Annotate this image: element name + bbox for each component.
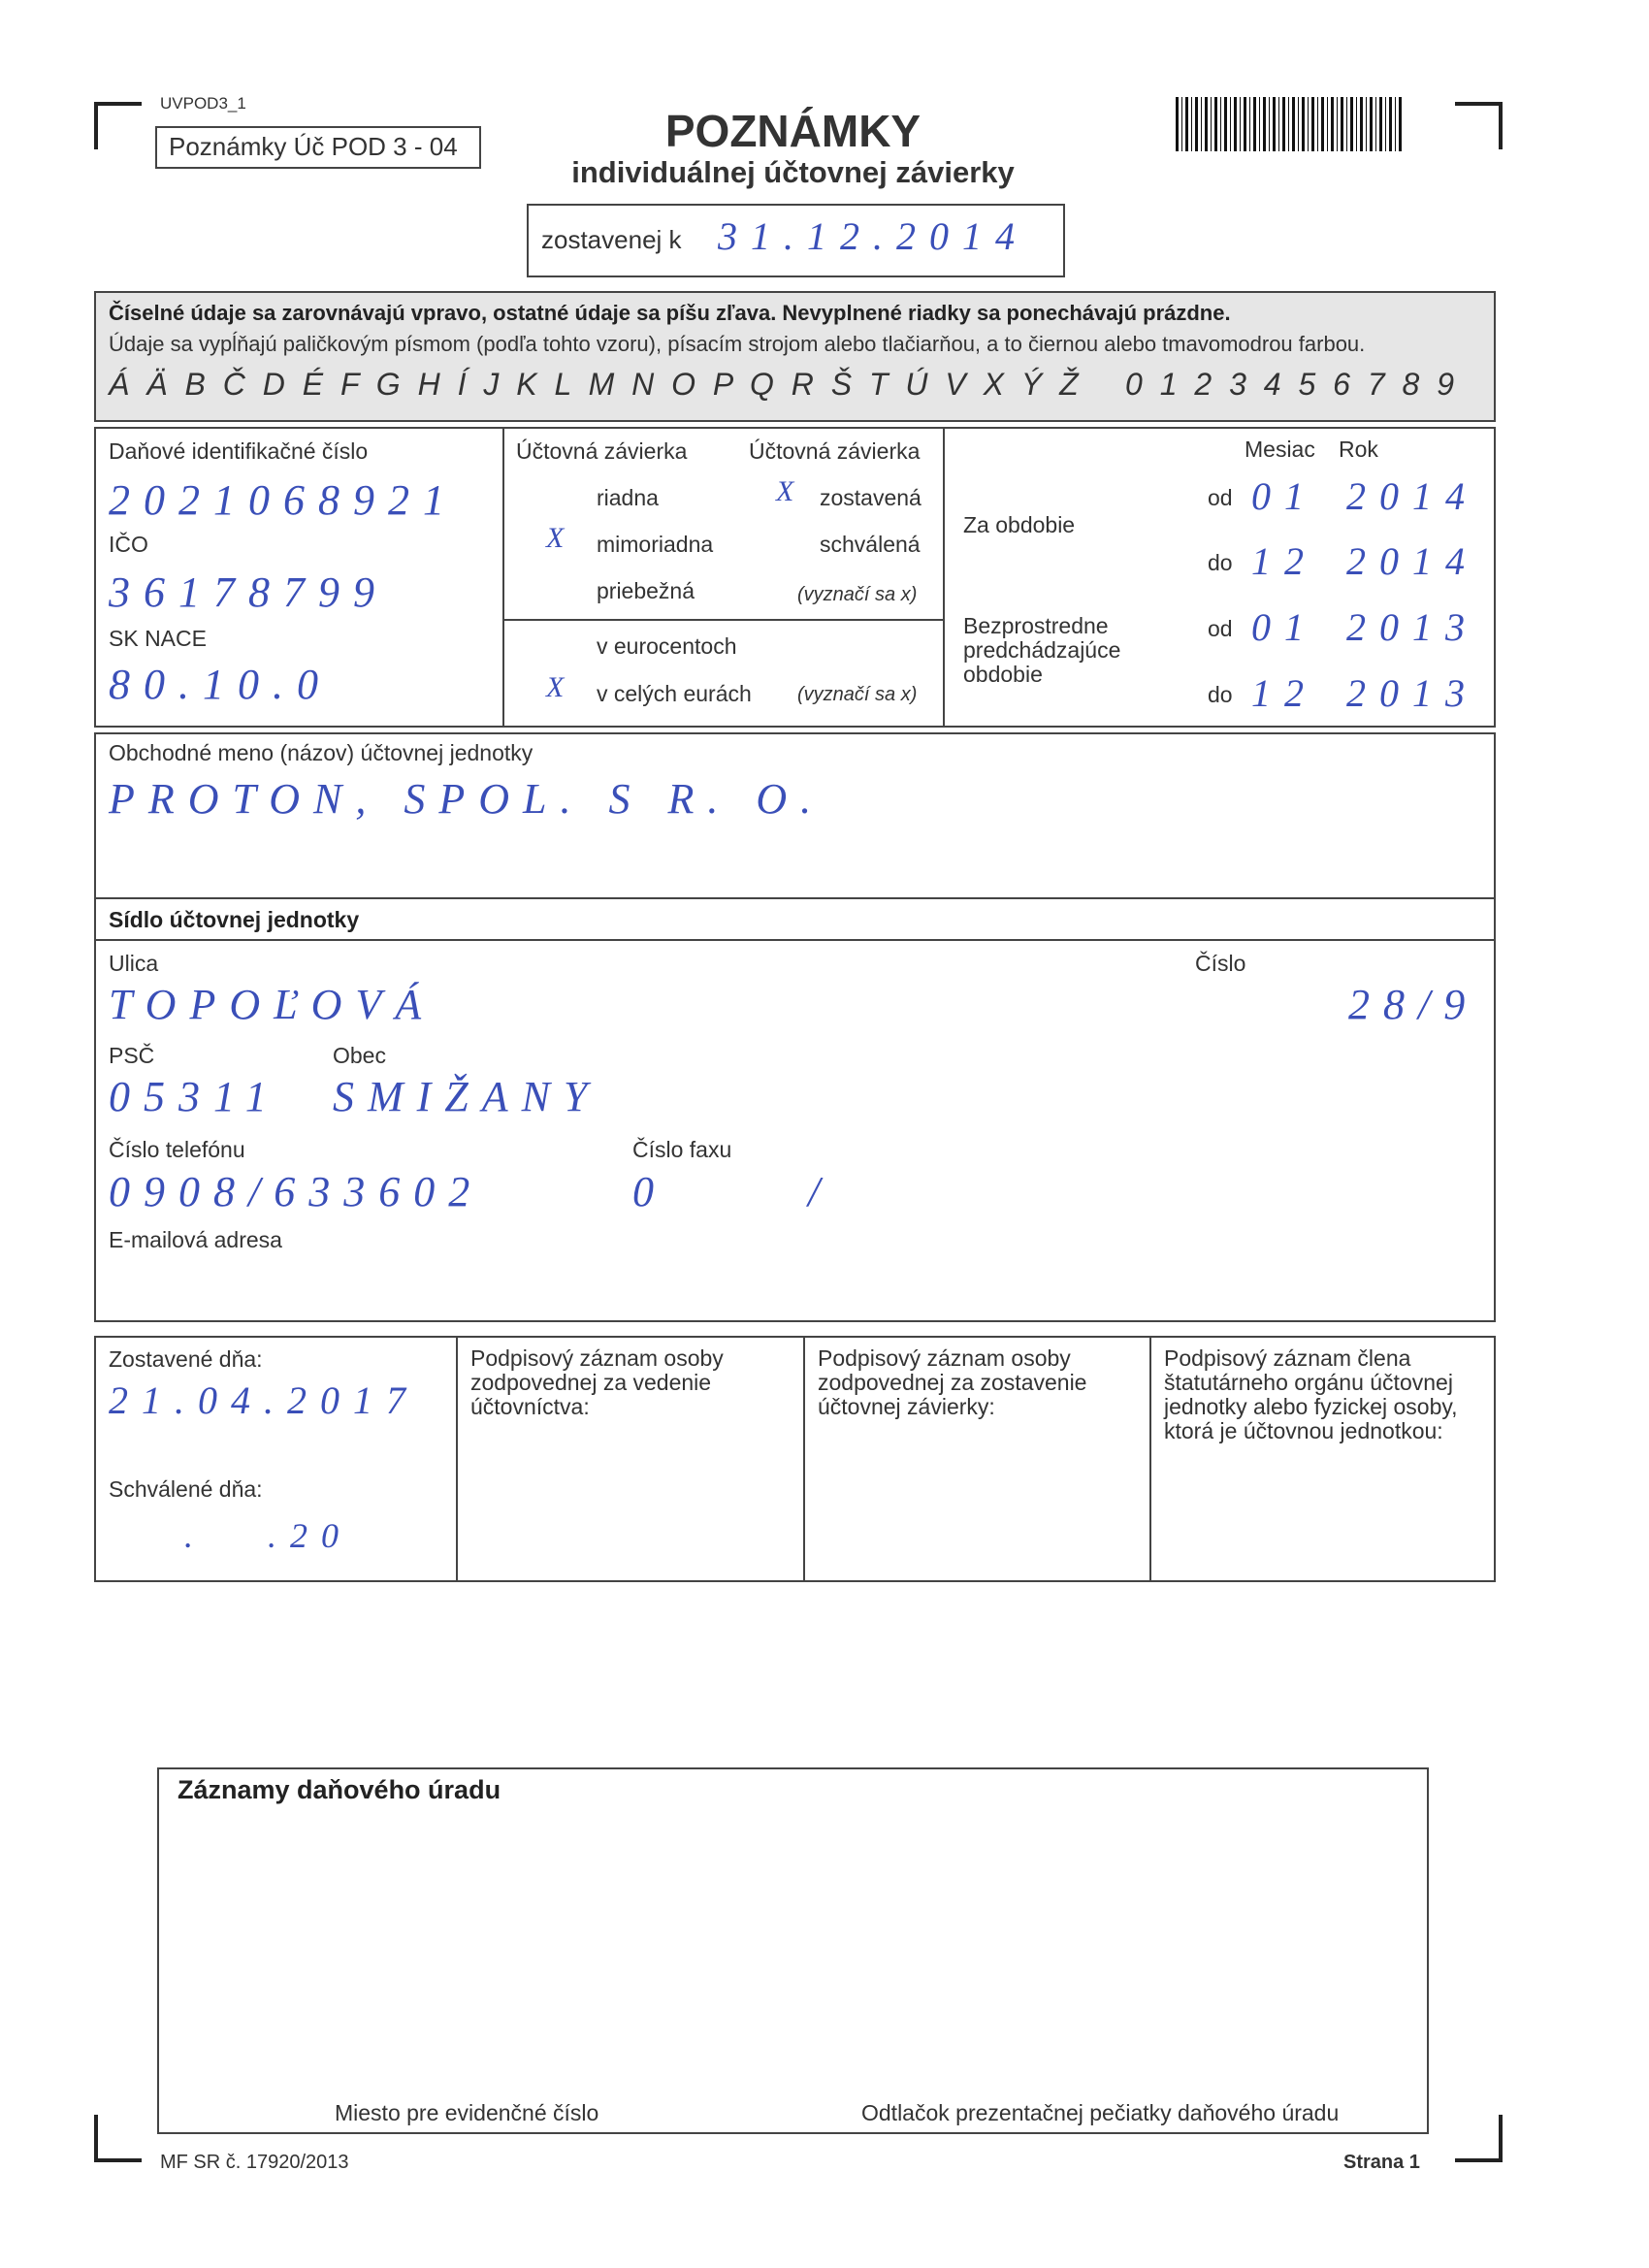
street-label: Ulica — [109, 951, 159, 976]
business-label: Obchodné meno (názov) účtovnej jednotky — [109, 740, 534, 765]
option: v celých eurách — [597, 681, 752, 706]
business-value: PROTON, SPOL. S R. O. — [109, 775, 825, 823]
date-value: 31.12.2014 — [718, 214, 1028, 258]
signature-box — [94, 1336, 1496, 1582]
divider — [502, 619, 943, 621]
phone-label: Číslo telefónu — [109, 1137, 245, 1162]
month-label: Mesiac — [1245, 437, 1315, 462]
tax-office-title: Záznamy daňového úradu — [178, 1775, 501, 1804]
divider — [1149, 1336, 1151, 1582]
ico-label: IČO — [109, 532, 148, 557]
form-label: Poznámky Úč POD 3 - 04 — [155, 126, 481, 169]
nace-value: 80.10.0 — [109, 661, 332, 708]
approved-value: . .20 — [184, 1516, 352, 1555]
corner-mark — [94, 102, 142, 149]
date-box — [527, 204, 1065, 277]
option: riadna — [597, 485, 659, 510]
divider — [502, 427, 504, 728]
check-mark: X — [546, 671, 578, 703]
city-label: Obec — [333, 1043, 386, 1068]
number-label: Číslo — [1195, 951, 1246, 976]
tax-office-box — [157, 1767, 1429, 2134]
title: POZNÁMKY — [664, 106, 922, 156]
letters-sample: Á Ä B Č D É F G H Í J K L M N O P Q R Š … — [109, 367, 1079, 402]
instructions-box — [94, 291, 1496, 422]
nace-label: SK NACE — [109, 626, 207, 651]
corner-mark — [1455, 102, 1503, 149]
seat-box — [94, 897, 1496, 1322]
month-value: 01 — [1251, 605, 1317, 649]
digits-sample: 0 1 2 3 4 5 6 7 8 9 — [1125, 367, 1454, 402]
ministry-code: MF SR č. 17920/2013 — [160, 2152, 349, 2173]
phone-value: 0908/633602 — [109, 1168, 484, 1215]
option: zostavená — [820, 485, 922, 510]
fax-value: 0 / — [632, 1168, 834, 1215]
divider — [94, 939, 1496, 941]
signature-label: Podpisový záznam osoby zodpovednej za ve… — [470, 1345, 724, 1419]
corner-mark — [94, 2115, 142, 2162]
zip-value: 05311 — [109, 1073, 280, 1120]
period-label: Bezprostredne predchádzajúce obdobie — [963, 613, 1121, 687]
month-value: 12 — [1251, 671, 1317, 715]
seat-title: Sídlo účtovnej jednotky — [109, 907, 360, 932]
statement-label: Účtovná závierka — [749, 438, 921, 464]
email-label: E-mailová adresa — [109, 1227, 282, 1252]
fax-label: Číslo faxu — [632, 1137, 732, 1162]
barcode — [1176, 97, 1405, 151]
divider — [456, 1336, 458, 1582]
year-value: 2014 — [1346, 474, 1478, 518]
date-label: zostavenej k — [541, 225, 682, 254]
statement-label: Účtovná závierka — [516, 438, 688, 464]
month-value: 12 — [1251, 539, 1317, 583]
month-value: 01 — [1251, 474, 1317, 518]
street-value: TOPOĽOVÁ — [109, 981, 436, 1028]
form-code: UVPOD3_1 — [160, 94, 246, 113]
note: (vyznačí sa x) — [797, 684, 918, 705]
year-value: 2013 — [1346, 671, 1478, 715]
option: v eurocentoch — [597, 633, 737, 659]
year-value: 2014 — [1346, 539, 1478, 583]
approved-label: Schválené dňa: — [109, 1476, 263, 1502]
to-label: do — [1208, 550, 1233, 575]
number-value: 28/9 — [1348, 981, 1479, 1028]
city-value: SMIŽANY — [333, 1073, 601, 1120]
record-number-label: Miesto pre evidenčné číslo — [335, 2100, 599, 2125]
year-label: Rok — [1339, 437, 1378, 462]
instruction-line: Údaje sa vypĺňajú paličkovým písmom (pod… — [109, 332, 1366, 356]
ico-value: 36178799 — [109, 568, 388, 616]
instruction-line: Číselné údaje sa zarovnávajú vpravo, ost… — [109, 301, 1231, 325]
option: mimoriadna — [597, 532, 714, 557]
check-mark: X — [546, 522, 578, 554]
compiled-value: 21.04.2017 — [109, 1378, 419, 1422]
note: (vyznačí sa x) — [797, 584, 918, 605]
divider — [943, 427, 945, 728]
year-value: 2013 — [1346, 605, 1478, 649]
page-number: Strana 1 — [1343, 2152, 1420, 2173]
check-mark: X — [776, 475, 808, 507]
from-label: od — [1208, 485, 1233, 510]
from-label: od — [1208, 616, 1233, 641]
stamp-label: Odtlačok prezentačnej pečiatky daňového … — [861, 2100, 1340, 2125]
compiled-label: Zostavené dňa: — [109, 1346, 263, 1372]
to-label: do — [1208, 682, 1233, 707]
zip-label: PSČ — [109, 1043, 155, 1068]
option: schválená — [820, 532, 921, 557]
period-label: Za obdobie — [963, 512, 1076, 537]
subtitle: individuálnej účtovnej závierky — [571, 155, 1015, 189]
divider — [803, 1336, 805, 1582]
option: priebežná — [597, 578, 695, 603]
dic-label: Daňové identifikačné číslo — [109, 438, 369, 464]
signature-label: Podpisový záznam člena štatutárneho orgá… — [1164, 1345, 1458, 1443]
corner-mark — [1455, 2115, 1503, 2162]
identification-box — [94, 427, 1496, 728]
dic-value: 2021068921 — [109, 476, 458, 524]
signature-label: Podpisový záznam osoby zodpovednej za zo… — [818, 1345, 1087, 1419]
